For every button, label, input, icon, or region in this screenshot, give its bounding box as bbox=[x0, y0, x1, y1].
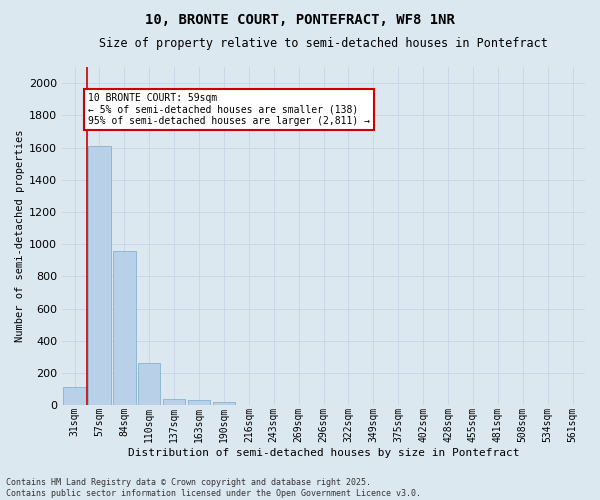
Bar bbox=[163, 398, 185, 406]
Bar bbox=[88, 146, 111, 406]
Bar bbox=[188, 400, 210, 406]
Text: 10 BRONTE COURT: 59sqm
← 5% of semi-detached houses are smaller (138)
95% of sem: 10 BRONTE COURT: 59sqm ← 5% of semi-deta… bbox=[88, 92, 370, 126]
Y-axis label: Number of semi-detached properties: Number of semi-detached properties bbox=[15, 130, 25, 342]
Text: 10, BRONTE COURT, PONTEFRACT, WF8 1NR: 10, BRONTE COURT, PONTEFRACT, WF8 1NR bbox=[145, 12, 455, 26]
Bar bbox=[64, 387, 86, 406]
Title: Size of property relative to semi-detached houses in Pontefract: Size of property relative to semi-detach… bbox=[99, 38, 548, 51]
Bar bbox=[113, 252, 136, 406]
Bar bbox=[213, 402, 235, 406]
X-axis label: Distribution of semi-detached houses by size in Pontefract: Distribution of semi-detached houses by … bbox=[128, 448, 520, 458]
Bar bbox=[138, 364, 160, 406]
Text: Contains HM Land Registry data © Crown copyright and database right 2025.
Contai: Contains HM Land Registry data © Crown c… bbox=[6, 478, 421, 498]
